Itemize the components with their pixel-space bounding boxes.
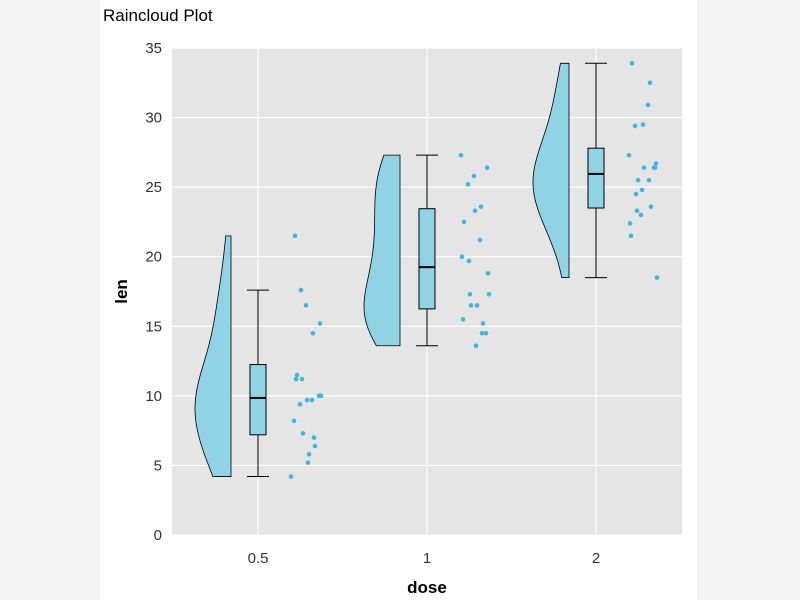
rain-point (473, 343, 479, 349)
rain-point (466, 258, 472, 264)
rain-point (304, 397, 310, 403)
rain-points (288, 61, 660, 479)
rain-point (638, 212, 644, 218)
rain-point (477, 237, 483, 243)
rain-point (627, 221, 633, 226)
axes: 0 5 10 15 20 25 30 35 0.5 1 2 (145, 40, 600, 567)
box-iqr (587, 147, 605, 209)
rain-point (653, 161, 659, 166)
rain-point (485, 271, 491, 276)
rain-point (483, 330, 489, 336)
rain-point (654, 275, 660, 280)
density-cloud (363, 154, 401, 347)
y-tick-label: 30 (145, 110, 162, 127)
y-tick-label: 35 (145, 40, 162, 57)
rain-point (632, 123, 638, 129)
rain-point (628, 233, 634, 239)
rain-point (458, 152, 464, 158)
rain-point (640, 122, 646, 127)
box-iqr (249, 364, 267, 436)
rain-point (633, 191, 639, 197)
rain-point (646, 177, 652, 183)
y-tick-label: 25 (145, 179, 162, 196)
rain-point (288, 474, 294, 479)
rain-point (305, 460, 311, 465)
rain-point (486, 291, 492, 297)
rain-point (474, 303, 480, 308)
y-tick-label: 15 (145, 318, 162, 335)
rain-point (641, 165, 647, 170)
rain-point (461, 219, 467, 225)
rain-point (480, 321, 486, 326)
rain-point (306, 451, 312, 457)
rain-point (298, 287, 304, 293)
y-tick-label: 5 (154, 457, 162, 474)
rain-point (648, 204, 654, 209)
y-tick-label: 0 (154, 527, 162, 544)
rain-point (303, 303, 309, 308)
rain-point (465, 182, 471, 187)
rain-point (291, 418, 297, 424)
rain-point (294, 372, 300, 378)
rain-point (472, 208, 478, 214)
y-tick-label: 10 (145, 388, 162, 405)
rain-point (484, 165, 490, 170)
rain-point (626, 152, 632, 158)
rain-point (316, 393, 322, 399)
rain-point (292, 233, 298, 239)
y-tick-label: 20 (145, 249, 162, 266)
rain-point (310, 330, 316, 336)
box-iqr (418, 208, 436, 310)
y-axis-label: len (112, 279, 131, 304)
rain-point (634, 208, 640, 214)
rain-point (312, 443, 318, 449)
rain-point (471, 173, 477, 179)
chart-title: Raincloud Plot (103, 6, 213, 25)
rain-point (309, 397, 315, 403)
rain-point (479, 330, 485, 336)
x-axis-label: dose (407, 578, 447, 597)
rain-point (459, 254, 465, 260)
rain-point (300, 431, 306, 436)
rain-point (297, 401, 303, 407)
x-tick-label: 2 (592, 550, 600, 567)
box-plots (247, 62, 607, 478)
x-tick-label: 1 (423, 550, 431, 567)
rain-point (317, 321, 323, 326)
density-clouds (194, 62, 570, 477)
rain-point (635, 177, 641, 183)
rain-point (467, 291, 473, 297)
rain-point (629, 61, 635, 66)
rain-point (293, 376, 299, 382)
rain-point (311, 435, 317, 440)
density-cloud (194, 235, 232, 477)
rain-point (645, 102, 651, 108)
rain-point (460, 317, 466, 322)
rain-point (639, 187, 645, 193)
rain-point (651, 165, 657, 170)
rain-point (478, 204, 484, 209)
x-tick-label: 0.5 (248, 550, 269, 567)
rain-point (647, 80, 653, 86)
rain-point (468, 303, 474, 308)
rain-point (299, 376, 305, 382)
density-cloud (532, 62, 570, 278)
